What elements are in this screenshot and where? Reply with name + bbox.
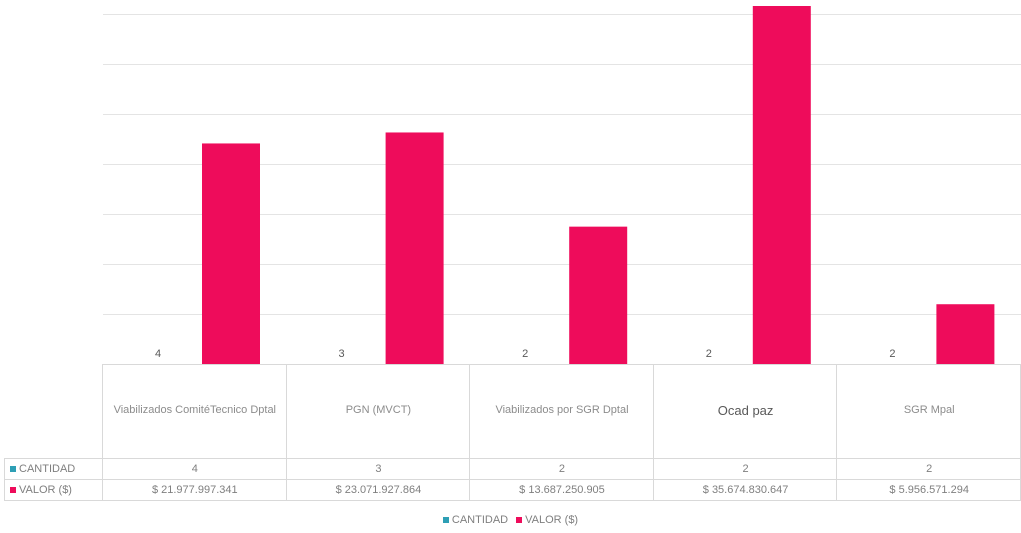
- data-label-cantidad: 2: [889, 348, 895, 360]
- table-cell: 2: [470, 458, 654, 479]
- data-label-cantidad: 3: [339, 348, 345, 360]
- table-cell: 3: [287, 458, 471, 479]
- table-cell: $ 35.674.830.647: [654, 479, 838, 500]
- legend-item: CANTIDAD: [443, 514, 508, 526]
- table-cell: 2: [837, 458, 1021, 479]
- category-label: Viabilizados por SGR Dptal: [470, 364, 654, 458]
- table-row-label: CANTIDAD: [10, 458, 75, 479]
- bars-group: 4 3 2 2 2: [155, 6, 994, 364]
- table-cell: $ 5.956.571.294: [837, 479, 1021, 500]
- category-label: SGR Mpal: [837, 364, 1021, 458]
- legend: CANTIDAD VALOR ($): [0, 514, 1021, 526]
- table-cell: $ 13.687.250.905: [470, 479, 654, 500]
- category-label: Viabilizados Comité Tecnico Dptal: [103, 364, 287, 458]
- data-label-cantidad: 2: [522, 348, 528, 360]
- table-cell: $ 21.977.997.341: [103, 479, 287, 500]
- data-label-cantidad: 4: [155, 348, 161, 360]
- category-label: PGN (MVCT): [287, 364, 471, 458]
- data-label-cantidad: 2: [706, 348, 712, 360]
- category-label: Ocad paz: [654, 364, 838, 458]
- bar-valor: [202, 143, 260, 364]
- table-cell: 2: [654, 458, 838, 479]
- bar-valor: [386, 132, 444, 364]
- bar-valor: [936, 304, 994, 364]
- legend-key: [516, 517, 522, 523]
- table-cell: 4: [103, 458, 287, 479]
- table-row-label: VALOR ($): [10, 479, 72, 500]
- legend-item: VALOR ($): [516, 514, 578, 526]
- bar-valor: [569, 227, 627, 364]
- legend-key: [10, 466, 16, 472]
- bar-valor: [753, 6, 811, 364]
- table-cell: $ 23.071.927.864: [287, 479, 471, 500]
- legend-key: [10, 487, 16, 493]
- legend-key: [443, 517, 449, 523]
